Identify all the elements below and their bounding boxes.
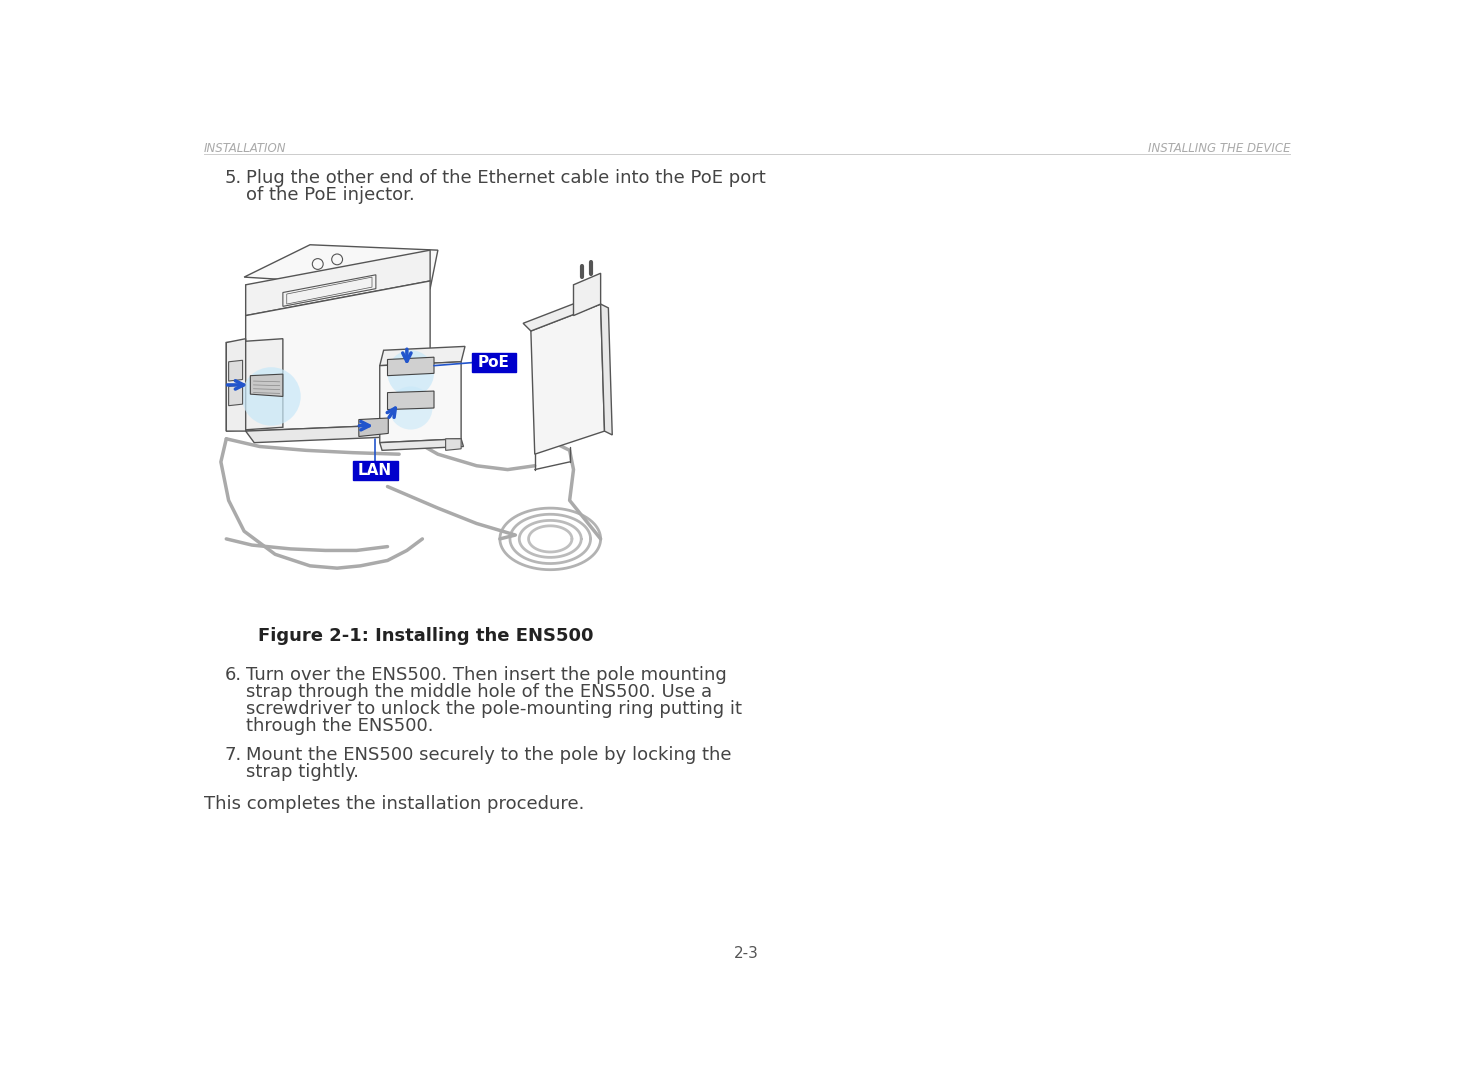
Text: LAN: LAN [358,463,392,477]
FancyBboxPatch shape [472,353,516,372]
Polygon shape [523,296,600,331]
Polygon shape [226,339,283,432]
Text: strap tightly.: strap tightly. [246,763,358,780]
Text: of the PoE injector.: of the PoE injector. [246,186,414,204]
Polygon shape [446,439,460,450]
Text: Figure 2-1: Installing the ENS500: Figure 2-1: Installing the ENS500 [258,628,594,645]
Text: 6.: 6. [224,666,242,683]
Text: This completes the installation procedure.: This completes the installation procedur… [204,796,584,813]
Polygon shape [388,358,434,376]
Polygon shape [245,245,439,289]
Polygon shape [574,274,600,316]
Text: Turn over the ENS500. Then insert the pole mounting: Turn over the ENS500. Then insert the po… [246,666,727,683]
Text: 5.: 5. [224,169,242,187]
Text: 7.: 7. [224,746,242,764]
Polygon shape [388,391,434,410]
Polygon shape [226,339,246,432]
Polygon shape [246,423,439,443]
Polygon shape [380,362,460,443]
FancyBboxPatch shape [354,461,398,480]
Text: Mount the ENS500 securely to the pole by locking the: Mount the ENS500 securely to the pole by… [246,746,731,764]
Text: screwdriver to unlock the pole-mounting ring putting it: screwdriver to unlock the pole-mounting … [246,700,742,718]
Text: INSTALLATION: INSTALLATION [204,142,287,155]
Text: PoE: PoE [478,355,510,371]
Polygon shape [229,385,242,405]
Text: strap through the middle hole of the ENS500. Use a: strap through the middle hole of the ENS… [246,683,712,701]
Circle shape [389,387,433,429]
Polygon shape [530,304,605,455]
Polygon shape [229,361,242,382]
Circle shape [388,350,434,397]
Text: through the ENS500.: through the ENS500. [246,717,433,735]
Polygon shape [251,374,283,397]
Polygon shape [246,250,430,316]
Polygon shape [246,281,430,432]
Text: Plug the other end of the Ethernet cable into the PoE port: Plug the other end of the Ethernet cable… [246,169,765,187]
Polygon shape [380,439,463,450]
Polygon shape [600,304,612,435]
Text: INSTALLING THE DEVICE: INSTALLING THE DEVICE [1148,142,1291,155]
Polygon shape [358,417,388,436]
Circle shape [242,367,300,426]
Text: 2-3: 2-3 [734,946,759,960]
Polygon shape [380,347,465,365]
